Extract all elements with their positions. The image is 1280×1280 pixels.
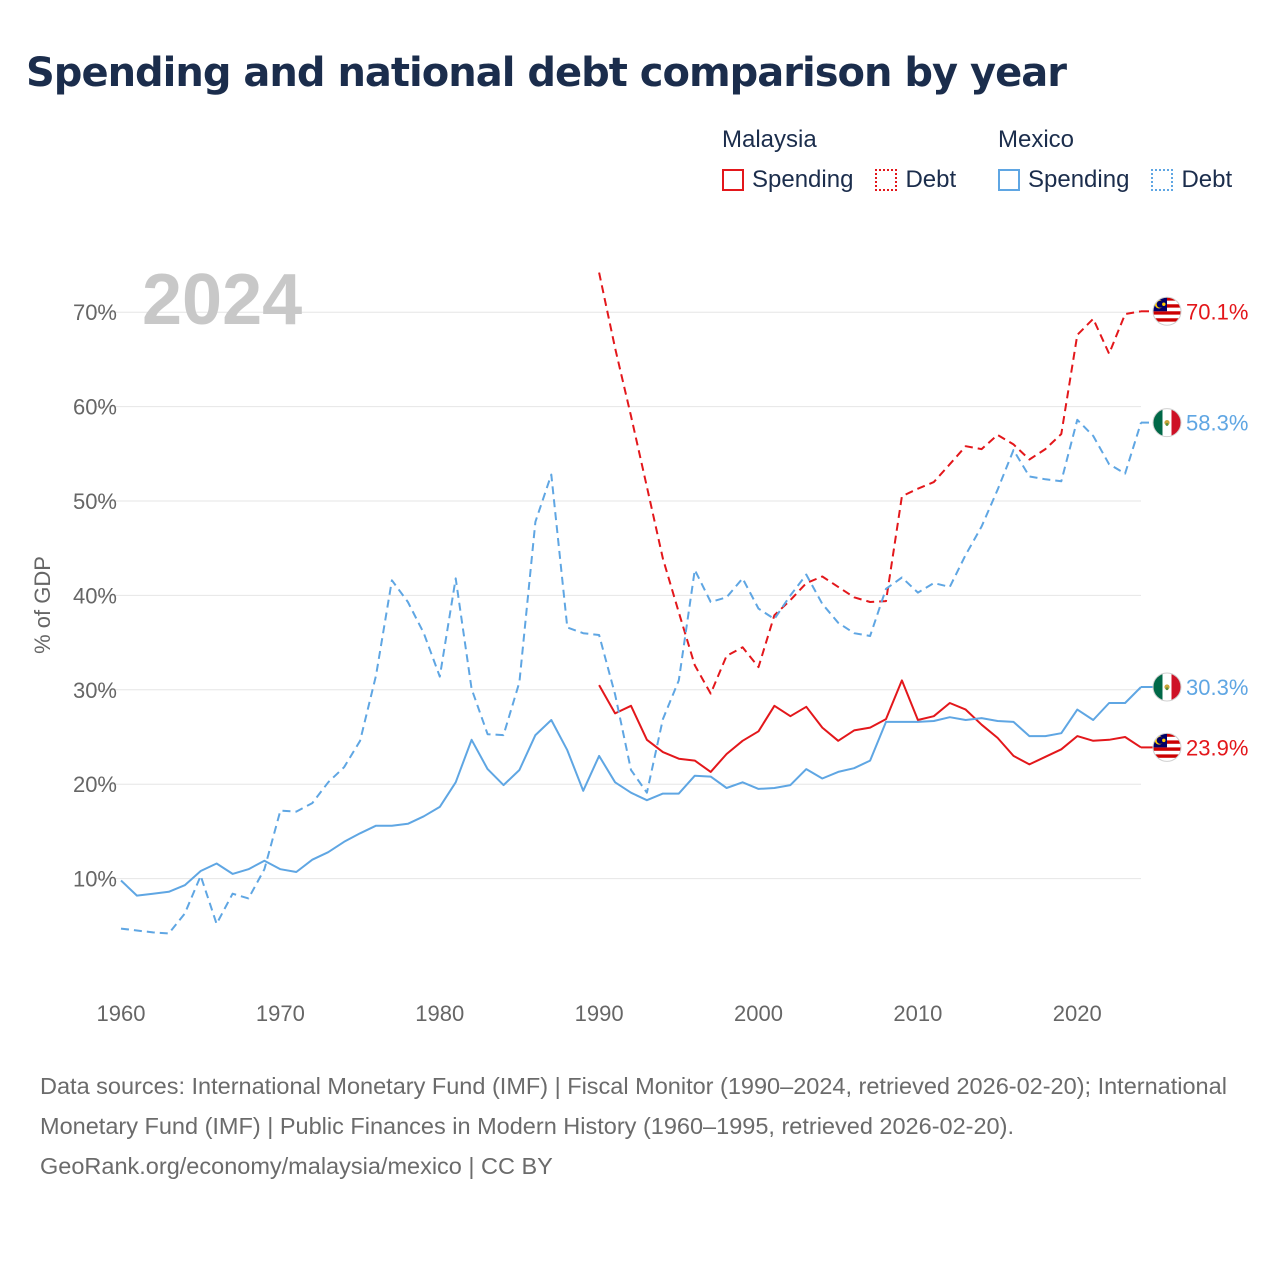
legend-swatch-mexico-spending	[998, 169, 1020, 191]
y-tick-label: 70%	[73, 300, 117, 325]
x-tick-label: 1990	[575, 1001, 624, 1026]
x-tick-label: 1960	[97, 1001, 146, 1026]
y-tick-label: 60%	[73, 395, 117, 420]
legend-label-mexico-spending[interactable]: Spending	[1028, 166, 1130, 193]
y-tick-label: 40%	[73, 583, 117, 608]
data-sources-text: Data sources: International Monetary Fun…	[40, 1073, 1227, 1139]
footer: Data sources: International Monetary Fun…	[40, 1066, 1240, 1186]
y-axis-title: % of GDP	[30, 556, 55, 654]
legend-group-malaysia: Malaysia Spending Debt	[722, 124, 956, 194]
line-chart: 10% 20% 30% 40% 50% 60% 70% 1960 1970 1980 1990 200…	[30, 260, 1248, 1026]
end-value-label: 70.1%	[1186, 299, 1248, 324]
legend-swatch-malaysia-spending	[722, 169, 744, 191]
credit-link[interactable]: GeoRank.org/economy/malaysia/mexico | CC…	[40, 1153, 553, 1179]
mexico-flag-icon	[1152, 672, 1182, 702]
legend-label-malaysia-spending[interactable]: Spending	[752, 166, 854, 193]
malaysia-flag-icon	[1152, 732, 1182, 762]
legend-label-malaysia-debt[interactable]: Debt	[905, 166, 957, 193]
series-line-malaysia-spending[interactable]	[598, 679, 1142, 773]
series-line-malaysia-debt[interactable]	[598, 272, 1142, 695]
page-title: Spending and national debt comparison by…	[26, 50, 1067, 96]
end-value-label: 30.3%	[1186, 675, 1248, 700]
x-tick-label: 1980	[415, 1001, 464, 1026]
legend-title-malaysia: Malaysia	[722, 126, 817, 153]
x-tick-label: 2010	[893, 1001, 942, 1026]
legend-swatch-mexico-debt	[1151, 169, 1174, 191]
series-line-mexico-spending[interactable]	[120, 686, 1142, 897]
mexico-flag-icon	[1152, 408, 1182, 438]
year-watermark: 2024	[142, 260, 302, 340]
end-value-label: 58.3%	[1186, 411, 1248, 436]
legend-title-mexico: Mexico	[998, 126, 1075, 153]
series-line-mexico-debt[interactable]	[120, 418, 1142, 935]
legend-group-mexico: Mexico Spending Debt	[998, 124, 1232, 194]
legend-swatch-malaysia-debt	[875, 169, 898, 191]
x-tick-label: 2000	[734, 1001, 783, 1026]
malaysia-flag-icon	[1152, 296, 1182, 326]
x-tick-label: 1970	[256, 1001, 305, 1026]
end-value-label: 23.9%	[1186, 735, 1248, 760]
y-tick-label: 30%	[73, 678, 117, 703]
y-tick-label: 10%	[73, 867, 117, 892]
y-tick-label: 50%	[73, 489, 117, 514]
y-tick-label: 20%	[73, 772, 117, 797]
x-tick-label: 2020	[1053, 1001, 1102, 1026]
legend-label-mexico-debt[interactable]: Debt	[1181, 166, 1233, 193]
